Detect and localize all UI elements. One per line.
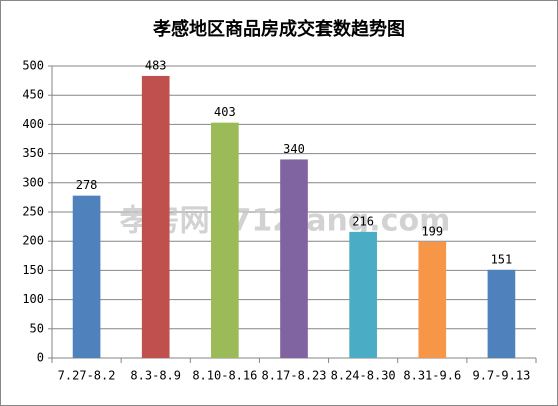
value-label: 403 (214, 105, 236, 119)
value-label: 340 (283, 142, 305, 156)
value-label: 216 (352, 214, 374, 228)
y-tick-label: 400 (22, 117, 44, 131)
y-tick-label: 200 (22, 234, 44, 248)
y-tick-label: 300 (22, 175, 44, 189)
x-tick-label: 7.27-8.2 (58, 369, 116, 383)
x-tick-label: 8.17-8.23 (261, 369, 326, 383)
bar (349, 231, 377, 358)
value-label: 151 (491, 252, 513, 266)
bar (72, 195, 101, 358)
bar (211, 122, 239, 358)
bar (487, 269, 516, 358)
y-tick-label: 150 (22, 263, 44, 277)
y-tick-label: 250 (22, 205, 44, 219)
bar (418, 241, 447, 358)
y-tick-label: 100 (22, 292, 44, 306)
x-tick-label: 8.24-8.30 (331, 369, 396, 383)
y-tick-label: 500 (22, 59, 44, 73)
x-tick-label: 9.7-9.13 (473, 369, 531, 383)
x-tick-label: 8.3-8.9 (130, 369, 181, 383)
value-label: 199 (421, 224, 443, 238)
y-tick-label: 450 (22, 88, 44, 102)
chart-title: 孝感地区商品房成交套数趋势图 (152, 18, 405, 40)
value-label: 278 (76, 178, 98, 192)
y-tick-label: 50 (30, 321, 44, 335)
x-tick-label: 8.31-9.6 (403, 369, 461, 383)
value-label: 483 (145, 58, 167, 72)
bar (141, 75, 170, 358)
y-tick-label: 350 (22, 146, 44, 160)
x-tick-label: 8.10-8.16 (192, 369, 257, 383)
y-tick-label: 0 (37, 351, 44, 365)
bar (280, 159, 308, 358)
